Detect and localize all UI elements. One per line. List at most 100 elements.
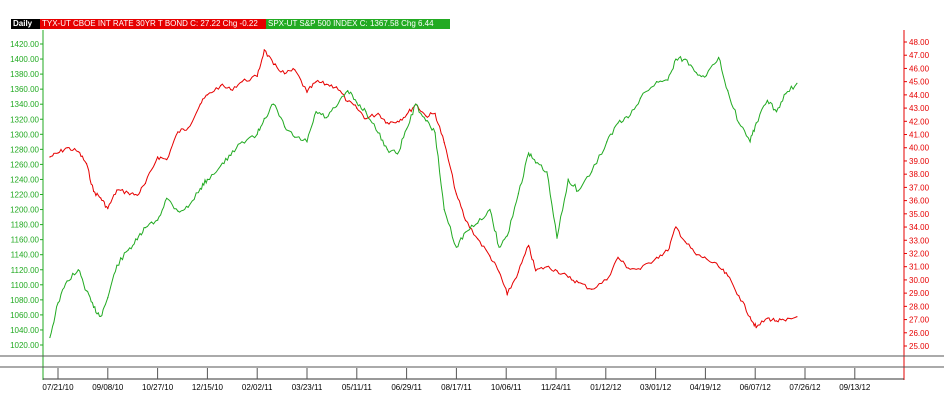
spx-data-point — [57, 302, 59, 304]
tyx-data-point — [386, 122, 388, 124]
right-tick-label: 31.00 — [909, 263, 930, 272]
spx-data-point — [667, 79, 669, 81]
tyx-data-point — [85, 163, 88, 165]
left-tick-label: 1060.00 — [10, 311, 39, 320]
tyx-data-point — [591, 288, 593, 290]
spx-data-point — [241, 141, 243, 143]
right-tick-label: 47.00 — [909, 51, 930, 60]
spx-data-point — [556, 237, 558, 239]
spx-data-point — [675, 58, 677, 60]
spx-data-point — [335, 105, 338, 108]
spx-data-point — [517, 193, 520, 195]
tyx-data-point — [396, 120, 399, 122]
spx-data-point — [528, 152, 530, 154]
tyx-data-point — [498, 271, 500, 273]
left-tick-label: 1260.00 — [10, 160, 39, 169]
right-tick-label: 26.00 — [909, 329, 930, 338]
spx-data-point — [187, 206, 189, 208]
spx-data-point — [455, 246, 457, 248]
tyx-data-point — [535, 270, 537, 272]
tyx-data-point — [177, 131, 179, 133]
date-tick-label: 11/24/11 — [541, 383, 572, 392]
tyx-data-point — [306, 91, 308, 93]
date-tick-label: 10/27/10 — [142, 383, 174, 392]
spx-data-point — [406, 128, 408, 130]
right-tick-label: 27.00 — [909, 316, 930, 325]
spx-data-point — [434, 132, 436, 134]
tyx-data-point — [718, 266, 720, 268]
tyx-data-point — [199, 103, 201, 105]
tyx-data-point — [241, 81, 243, 83]
tyx-data-point — [606, 279, 608, 281]
tyx-data-point — [455, 193, 457, 195]
left-tick-label: 1040.00 — [10, 326, 39, 335]
right-tick-label: 39.00 — [909, 157, 930, 166]
tyx-data-point — [284, 73, 286, 75]
tyx-data-point — [116, 189, 118, 191]
spx-data-point — [464, 231, 467, 233]
right-tick-label: 34.00 — [909, 223, 930, 232]
spx-data-point — [766, 99, 769, 101]
date-tick-label: 09/08/10 — [92, 383, 124, 392]
tyx-data-point — [93, 190, 95, 192]
tyx-data-point — [100, 197, 102, 199]
tyx-data-point — [263, 49, 265, 51]
spx-data-point — [325, 117, 327, 119]
spx-data-point — [136, 239, 138, 241]
left-tick-label: 1220.00 — [10, 191, 39, 200]
tyx-data-point — [667, 250, 669, 252]
right-axis-ticks: 48.00 47.00 46.00 45.00 44.00 43.00 42.00 41.00… — [904, 38, 930, 351]
tyx-data-point — [464, 219, 467, 221]
tyx-data-point — [639, 268, 642, 270]
period-label[interactable]: Daily — [11, 19, 42, 29]
left-tick-label: 1320.00 — [10, 115, 39, 124]
tyx-data-point — [695, 254, 697, 256]
spx-data-point — [577, 190, 580, 192]
right-tick-label: 35.00 — [909, 210, 930, 219]
right-tick-label: 36.00 — [909, 197, 930, 206]
right-tick-label: 45.00 — [909, 78, 930, 87]
tyx-data-point — [157, 156, 159, 158]
tyx-data-point — [325, 83, 327, 85]
spx-data-point — [49, 336, 51, 339]
tyx-data-point — [443, 141, 445, 144]
tyx-data-point — [187, 127, 189, 129]
right-tick-label: 37.00 — [909, 183, 930, 192]
date-tick-label: 01/12/12 — [590, 383, 622, 392]
spx-data-point — [796, 82, 798, 84]
spx-data-point — [506, 235, 508, 237]
spx-data-point — [127, 249, 129, 251]
tyx-data-point — [136, 194, 138, 196]
spx-data-point — [415, 103, 417, 105]
right-tick-label: 33.00 — [909, 236, 930, 245]
date-tick-label: 06/29/11 — [391, 383, 422, 392]
tyx-data-point — [477, 238, 479, 240]
tyx-series-line — [49, 48, 798, 329]
spx-data-point — [591, 171, 593, 173]
date-axis-ticks: 07/21/10 09/08/10 10/27/10 12/15/10 02/02/11… — [42, 368, 871, 392]
spx-data-point — [107, 297, 109, 299]
spx-data-point — [627, 117, 629, 119]
spx-data-point — [166, 197, 168, 199]
tyx-data-point — [506, 293, 508, 296]
tyx-data-point — [335, 86, 338, 88]
spx-data-point — [177, 210, 179, 212]
tyx-data-point — [107, 207, 109, 210]
spx-legend[interactable]: SPX-UT S&P 500 INDEX C: 1367.58 Chg 6.44 — [266, 19, 450, 29]
tyx-data-point — [567, 276, 569, 278]
spx-data-point — [656, 81, 658, 83]
tyx-data-point — [377, 112, 379, 114]
tyx-data-point — [294, 69, 296, 71]
tyx-data-point — [766, 317, 769, 319]
left-tick-label: 1120.00 — [11, 266, 40, 275]
date-tick-label: 08/17/11 — [441, 383, 472, 392]
tyx-data-point — [517, 271, 520, 273]
left-tick-label: 1280.00 — [10, 145, 39, 154]
left-tick-label: 1180.00 — [11, 221, 40, 230]
tyx-data-point — [144, 182, 146, 184]
tyx-legend[interactable]: TYX-UT CBOE INT RATE 30YR T BOND C: 27.2… — [40, 19, 268, 29]
tyx-data-point — [738, 295, 740, 297]
tyx-data-point — [57, 152, 59, 154]
spx-data-point — [775, 111, 778, 113]
